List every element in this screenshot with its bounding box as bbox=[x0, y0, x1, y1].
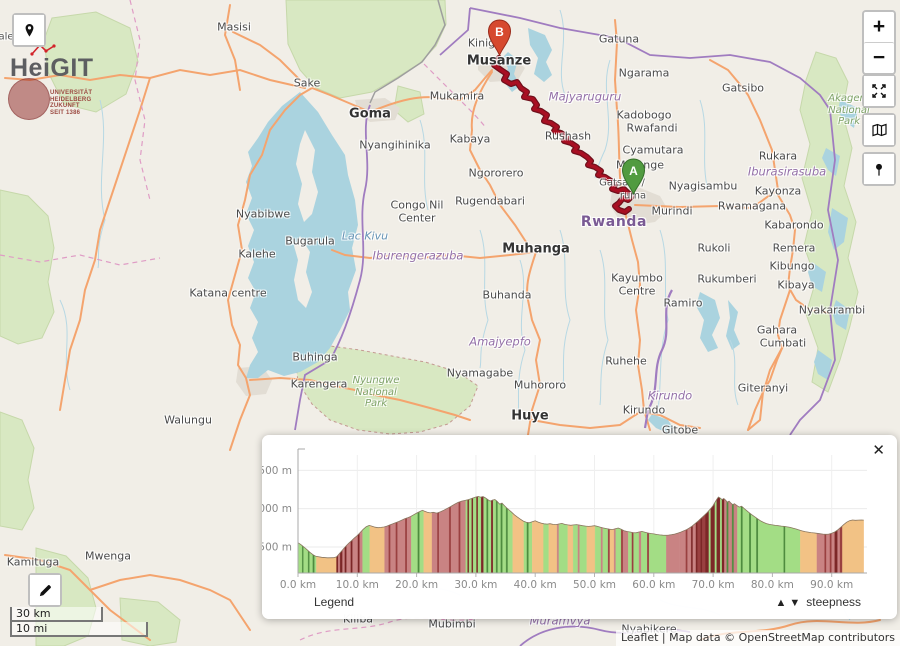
place-search-button[interactable] bbox=[14, 15, 44, 45]
svg-text:2500 m: 2500 m bbox=[262, 465, 292, 477]
attribution-text: | Map data © bbox=[658, 631, 739, 644]
svg-text:30.0 km: 30.0 km bbox=[454, 579, 497, 591]
steepness-arrows-icon: ▲ ▼ bbox=[775, 597, 801, 609]
heigit-wordmark: HeiGIT bbox=[10, 54, 94, 82]
zoom-control: + − bbox=[862, 10, 896, 75]
svg-text:60.0 km: 60.0 km bbox=[632, 579, 675, 591]
svg-text:20.0 km: 20.0 km bbox=[395, 579, 438, 591]
draw-route-button[interactable] bbox=[30, 575, 60, 605]
svg-text:50.0 km: 50.0 km bbox=[573, 579, 616, 591]
heigit-logo[interactable]: HeiGIT bbox=[10, 42, 94, 83]
map-layers-button[interactable] bbox=[864, 115, 894, 145]
map-icon bbox=[871, 123, 887, 137]
svg-text:0.0 km: 0.0 km bbox=[280, 579, 316, 591]
scale-km: 30 km bbox=[10, 607, 103, 622]
map-pin-icon bbox=[25, 23, 33, 37]
fit-bounds-control bbox=[862, 74, 896, 108]
forest-areas bbox=[0, 0, 859, 646]
svg-text:80.0 km: 80.0 km bbox=[751, 579, 794, 591]
chart-footer: Legend ▲ ▼ steepness bbox=[262, 595, 897, 611]
svg-text:40.0 km: 40.0 km bbox=[514, 579, 557, 591]
pin-icon bbox=[876, 163, 882, 176]
attribution-bar: Leaflet | Map data © OpenStreetMap contr… bbox=[615, 630, 900, 646]
svg-text:10.0 km: 10.0 km bbox=[336, 579, 379, 591]
geocode-control bbox=[12, 13, 46, 47]
legend-toggle[interactable]: Legend bbox=[314, 595, 355, 609]
svg-text:B: B bbox=[495, 25, 504, 39]
draw-control bbox=[28, 573, 62, 607]
svg-text:A: A bbox=[629, 164, 638, 178]
scale-mi: 10 mi bbox=[10, 622, 148, 637]
elevation-chart[interactable]: 1500 m 2000 m 2500 m 0.0 km 10.0 km 20.0 km 30… bbox=[262, 435, 897, 593]
fit-bounds-button[interactable] bbox=[864, 76, 894, 106]
fit-bounds-icon bbox=[872, 84, 886, 98]
svg-text:2000 m: 2000 m bbox=[262, 503, 292, 515]
zoom-in-button[interactable]: + bbox=[864, 12, 894, 42]
route-line[interactable] bbox=[492, 56, 634, 214]
svg-text:70.0 km: 70.0 km bbox=[692, 579, 735, 591]
osm-link[interactable]: OpenStreetMap contributors bbox=[738, 631, 895, 644]
roads bbox=[4, 4, 881, 641]
route-marker-B[interactable]: B bbox=[487, 19, 512, 57]
poi-marker-button[interactable] bbox=[864, 154, 894, 184]
leaflet-link[interactable]: Leaflet bbox=[620, 631, 659, 644]
boundaries bbox=[0, 0, 839, 646]
zoom-out-button[interactable]: − bbox=[864, 42, 894, 73]
svg-text:90.0 km: 90.0 km bbox=[810, 579, 853, 591]
steepness-toggle[interactable]: ▲ ▼ steepness bbox=[775, 595, 861, 609]
elevation-profile-panel: ✕ 1500 m 2000 m 2500 m 0.0 km 10.0 km 20.0 km… bbox=[262, 435, 897, 619]
pencil-icon bbox=[39, 584, 51, 596]
route-marker-A[interactable]: A bbox=[621, 158, 646, 196]
heidelberg-university-text: UNIVERSITÄT HEIDELBERG ZUKUNFT SEIT 1386 bbox=[50, 90, 93, 116]
poi-control bbox=[862, 152, 896, 186]
close-icon[interactable]: ✕ bbox=[872, 441, 885, 459]
layers-control bbox=[862, 113, 896, 147]
svg-text:1500 m: 1500 m bbox=[262, 541, 292, 553]
steepness-label: steepness bbox=[806, 595, 861, 609]
lake-islands bbox=[294, 130, 318, 308]
heidelberg-university-seal[interactable] bbox=[8, 78, 50, 120]
nyungwe-park-area bbox=[295, 345, 479, 435]
scale-control: 30 km 10 mi bbox=[10, 607, 148, 637]
